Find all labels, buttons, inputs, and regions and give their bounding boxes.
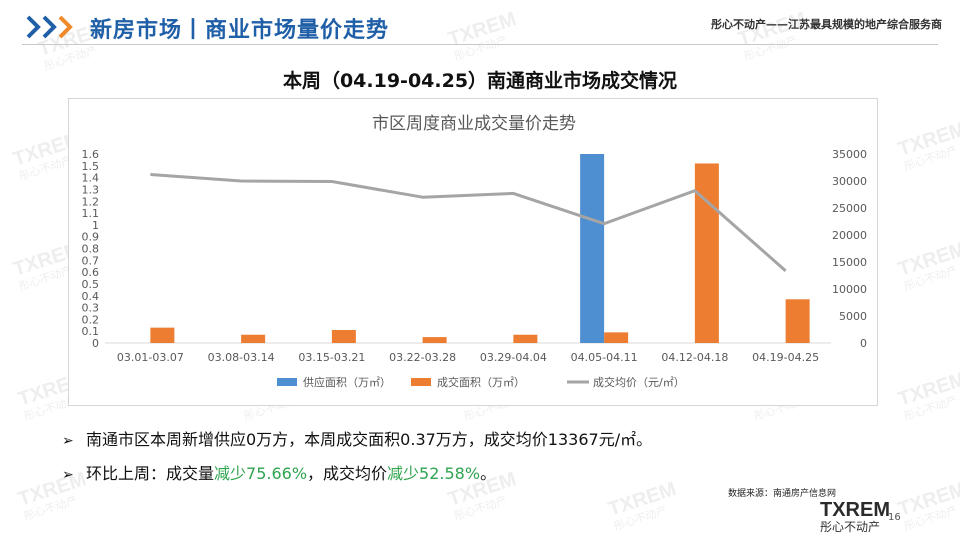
page-number: 16: [888, 512, 901, 523]
y-left-tick-label: 0.7: [82, 254, 100, 267]
y-right-tick-label: 35000: [832, 148, 867, 161]
header-divider: [22, 44, 938, 45]
y-left-tick-label: 1: [92, 219, 99, 232]
bullet-text: 。: [480, 464, 497, 483]
summary-bullets: ➢ 南通市区本周新增供应0万方，本周成交面积0.37万方，成交均价13367元/㎡…: [62, 428, 652, 496]
x-tick-label: 03.29-04.04: [480, 351, 547, 364]
combo-chart: 市区周度商业成交量价走势00.10.20.30.40.50.60.70.80.9…: [82, 114, 868, 389]
y-right-tick-label: 30000: [832, 175, 867, 188]
data-source: 数据来源：南通房产信息网: [728, 489, 837, 499]
y-right-tick-label: 10000: [832, 283, 867, 296]
bar-transaction: [785, 299, 810, 343]
chart-title: 市区周度商业成交量价走势: [372, 114, 576, 134]
y-left-tick-label: 1.4: [82, 172, 100, 185]
x-tick-label: 04.05-04.11: [571, 351, 638, 364]
bullet-text: 南通市区本周新增供应0万方，本周成交面积0.37万方，成交均价13367元/㎡。: [86, 430, 653, 449]
y-right-tick-label: 0: [860, 337, 867, 350]
company-slogan: 彤心不动产——江苏最具规模的地产综合服务商: [711, 18, 942, 31]
y-left-tick-label: 0.4: [82, 290, 100, 303]
arrow-bullet-icon: ➢: [62, 467, 74, 483]
bullet-item: ➢ 南通市区本周新增供应0万方，本周成交面积0.37万方，成交均价13367元/㎡…: [62, 428, 652, 462]
x-tick-label: 03.22-03.28: [389, 351, 456, 364]
y-left-tick-label: 0.3: [82, 302, 100, 315]
y-left-tick-label: 1.1: [82, 207, 100, 220]
bar-transaction: [241, 334, 266, 343]
price-line: [150, 173, 787, 272]
bar-transaction: [331, 330, 356, 343]
y-right-tick-label: 25000: [832, 202, 867, 215]
legend-label: 供应面积（万㎡）: [303, 375, 391, 389]
bar-transaction: [604, 332, 629, 343]
legend-label: 成交均价（元/㎡）: [593, 375, 685, 389]
y-left-tick-label: 0.2: [82, 313, 100, 326]
bullet-text: 环比上周：成交量: [86, 464, 215, 483]
y-right-tick-label: 15000: [832, 256, 867, 269]
y-left-tick-label: 0: [92, 337, 99, 350]
y-left-tick-label: 0.6: [82, 266, 100, 279]
y-right-tick-label: 5000: [839, 310, 867, 323]
arrow-bullet-icon: ➢: [62, 433, 74, 449]
page-title: 新房市场丨商业市场量价走势: [90, 18, 390, 43]
y-left-tick-label: 1.5: [82, 160, 100, 173]
price-change: 减少52.58%: [387, 464, 481, 483]
bar-transaction: [694, 163, 719, 343]
y-left-tick-label: 0.8: [82, 243, 100, 256]
legend-swatch: [277, 378, 297, 386]
bar-transaction: [150, 327, 175, 343]
y-left-tick-label: 0.9: [82, 231, 100, 244]
legend-swatch: [411, 378, 431, 386]
x-tick-label: 03.01-03.07: [117, 351, 184, 364]
chart-container: 市区周度商业成交量价走势 0 0.1 0.2 0.3 0.4 0.5 0.6 0.7 0.8 0.9…: [68, 98, 878, 406]
logo-mark: TXREM: [820, 499, 890, 521]
bar-supply: [580, 154, 605, 343]
legend-label: 成交面积（万㎡）: [437, 375, 525, 389]
x-tick-label: 04.19-04.25: [752, 351, 819, 364]
bullet-text: ，成交均价: [307, 464, 388, 483]
logo-chinese-name: 彤心不动产: [820, 520, 881, 534]
y-left-tick-label: 1.2: [82, 195, 100, 208]
y-left-tick-label: 1.3: [82, 183, 100, 196]
y-left-tick-label: 1.6: [82, 148, 100, 161]
x-tick-label: 04.12-04.18: [661, 351, 728, 364]
volume-change: 减少75.66%: [214, 464, 308, 483]
y-right-tick-label: 20000: [832, 229, 867, 242]
company-logo: TXREM 彤心不动产: [820, 500, 896, 536]
x-tick-label: 03.15-03.21: [298, 351, 365, 364]
bullet-item: ➢ 环比上周：成交量减少75.66%，成交均价减少52.58%。: [62, 462, 652, 496]
section-subtitle: 本周（04.19-04.25）南通商业市场成交情况: [282, 70, 678, 92]
bar-transaction: [513, 334, 538, 343]
bar-transaction: [422, 337, 447, 343]
y-left-tick-label: 0.1: [82, 325, 100, 338]
x-tick-label: 03.08-03.14: [208, 351, 275, 364]
chevron-arrows-icon: [26, 15, 73, 39]
y-left-tick-label: 0.5: [82, 278, 100, 291]
